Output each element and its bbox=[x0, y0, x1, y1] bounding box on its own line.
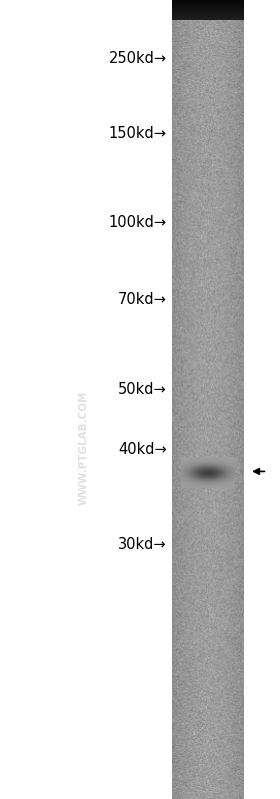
Text: 250kd→: 250kd→ bbox=[108, 51, 167, 66]
Text: 100kd→: 100kd→ bbox=[108, 215, 167, 229]
Text: 70kd→: 70kd→ bbox=[118, 292, 167, 307]
Text: 30kd→: 30kd→ bbox=[118, 537, 167, 551]
Text: 50kd→: 50kd→ bbox=[118, 382, 167, 396]
Text: 150kd→: 150kd→ bbox=[109, 126, 167, 141]
Text: 40kd→: 40kd→ bbox=[118, 442, 167, 456]
Text: WWW.PTGLAB.COM: WWW.PTGLAB.COM bbox=[79, 390, 89, 505]
